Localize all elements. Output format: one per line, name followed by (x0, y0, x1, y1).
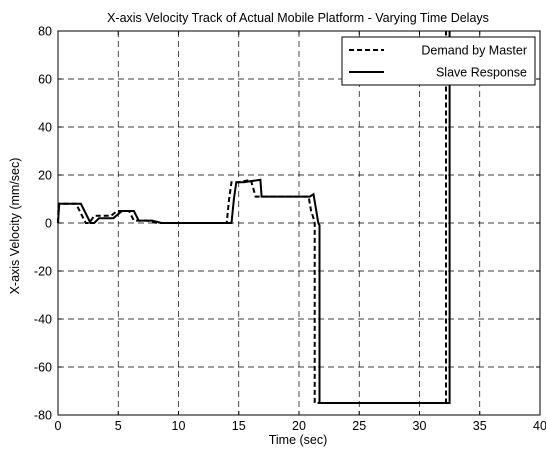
y-tick-label: 20 (38, 169, 52, 183)
x-axis-label: Time (sec) (269, 433, 328, 447)
chart-title: X-axis Velocity Track of Actual Mobile P… (107, 11, 489, 25)
y-tick-label: -60 (34, 361, 52, 375)
legend-label: Demand by Master (421, 44, 527, 58)
x-tick-label: 40 (533, 419, 546, 433)
x-tick-label: 35 (473, 419, 487, 433)
x-tick-label: 5 (115, 419, 122, 433)
axis-ticks: 0 5 10 15 20 25 30 35 40 -80 -60 -40 -20 0 20 40 60 80 (34, 25, 546, 434)
y-tick-label: -40 (34, 313, 52, 327)
y-tick-label: 80 (38, 25, 52, 39)
y-tick-label: 40 (38, 121, 52, 135)
grid-lines (58, 31, 540, 415)
x-tick-label: 15 (232, 419, 246, 433)
legend-label: Slave Response (436, 66, 527, 80)
x-tick-label: 30 (413, 419, 427, 433)
legend: Demand by Master Slave Response (341, 36, 536, 86)
series-line-demand (57, 31, 447, 404)
legend-box (341, 36, 536, 86)
y-tick-label: 60 (38, 73, 52, 87)
y-axis-label: X-axis Velocity (mm/sec) (8, 158, 22, 295)
x-tick-label: 10 (172, 419, 186, 433)
series-line-response (57, 31, 451, 404)
x-tick-label: 25 (352, 419, 366, 433)
x-tick-label: 20 (292, 419, 306, 433)
y-tick-label: 0 (45, 217, 52, 231)
series-layer (57, 31, 451, 404)
x-tick-label: 0 (55, 419, 62, 433)
y-tick-label: -20 (34, 265, 52, 279)
y-tick-label: -80 (34, 409, 52, 423)
